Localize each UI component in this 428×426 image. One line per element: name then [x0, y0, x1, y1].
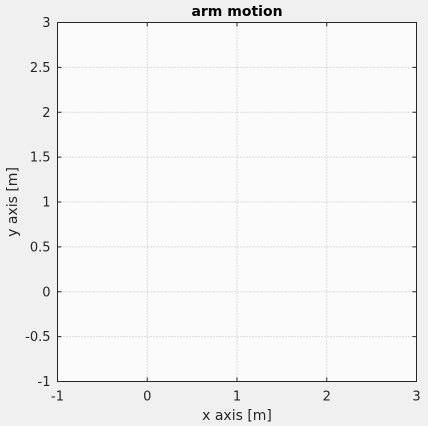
y-tick-label: -0.5 [25, 330, 50, 345]
y-tick-label: 0.5 [30, 240, 51, 255]
y-tick-label: 3 [42, 16, 50, 31]
y-tick-label: 1 [42, 196, 50, 211]
x-tick-label: 2 [323, 390, 331, 405]
y-tick-label: 0 [42, 285, 50, 300]
x-tick-label: 0 [143, 390, 151, 405]
x-tick-label: 1 [233, 390, 241, 405]
y-tick-label: 2 [42, 106, 50, 121]
chart-title: arm motion [191, 4, 282, 20]
y-axis-label: y axis [m] [5, 167, 21, 237]
y-tick-labels: -1 -0.5 0 0.5 1 1.5 2 2.5 3 [25, 16, 50, 390]
y-tick-label: 2.5 [30, 61, 51, 76]
y-tick-label: 1.5 [30, 151, 51, 166]
x-tick-labels: -1 0 1 2 3 [51, 390, 421, 405]
axes-frame [57, 22, 417, 382]
x-axis-label: x axis [m] [202, 408, 272, 424]
plot-area [57, 22, 417, 382]
x-tick-label: 3 [412, 390, 420, 405]
y-tick-label: -1 [38, 375, 51, 390]
x-tick-label: -1 [51, 390, 64, 405]
plot-axes: -1 0 1 2 3 -1 -0.5 0 0.5 1 1.5 2 2.5 3 [25, 16, 421, 405]
